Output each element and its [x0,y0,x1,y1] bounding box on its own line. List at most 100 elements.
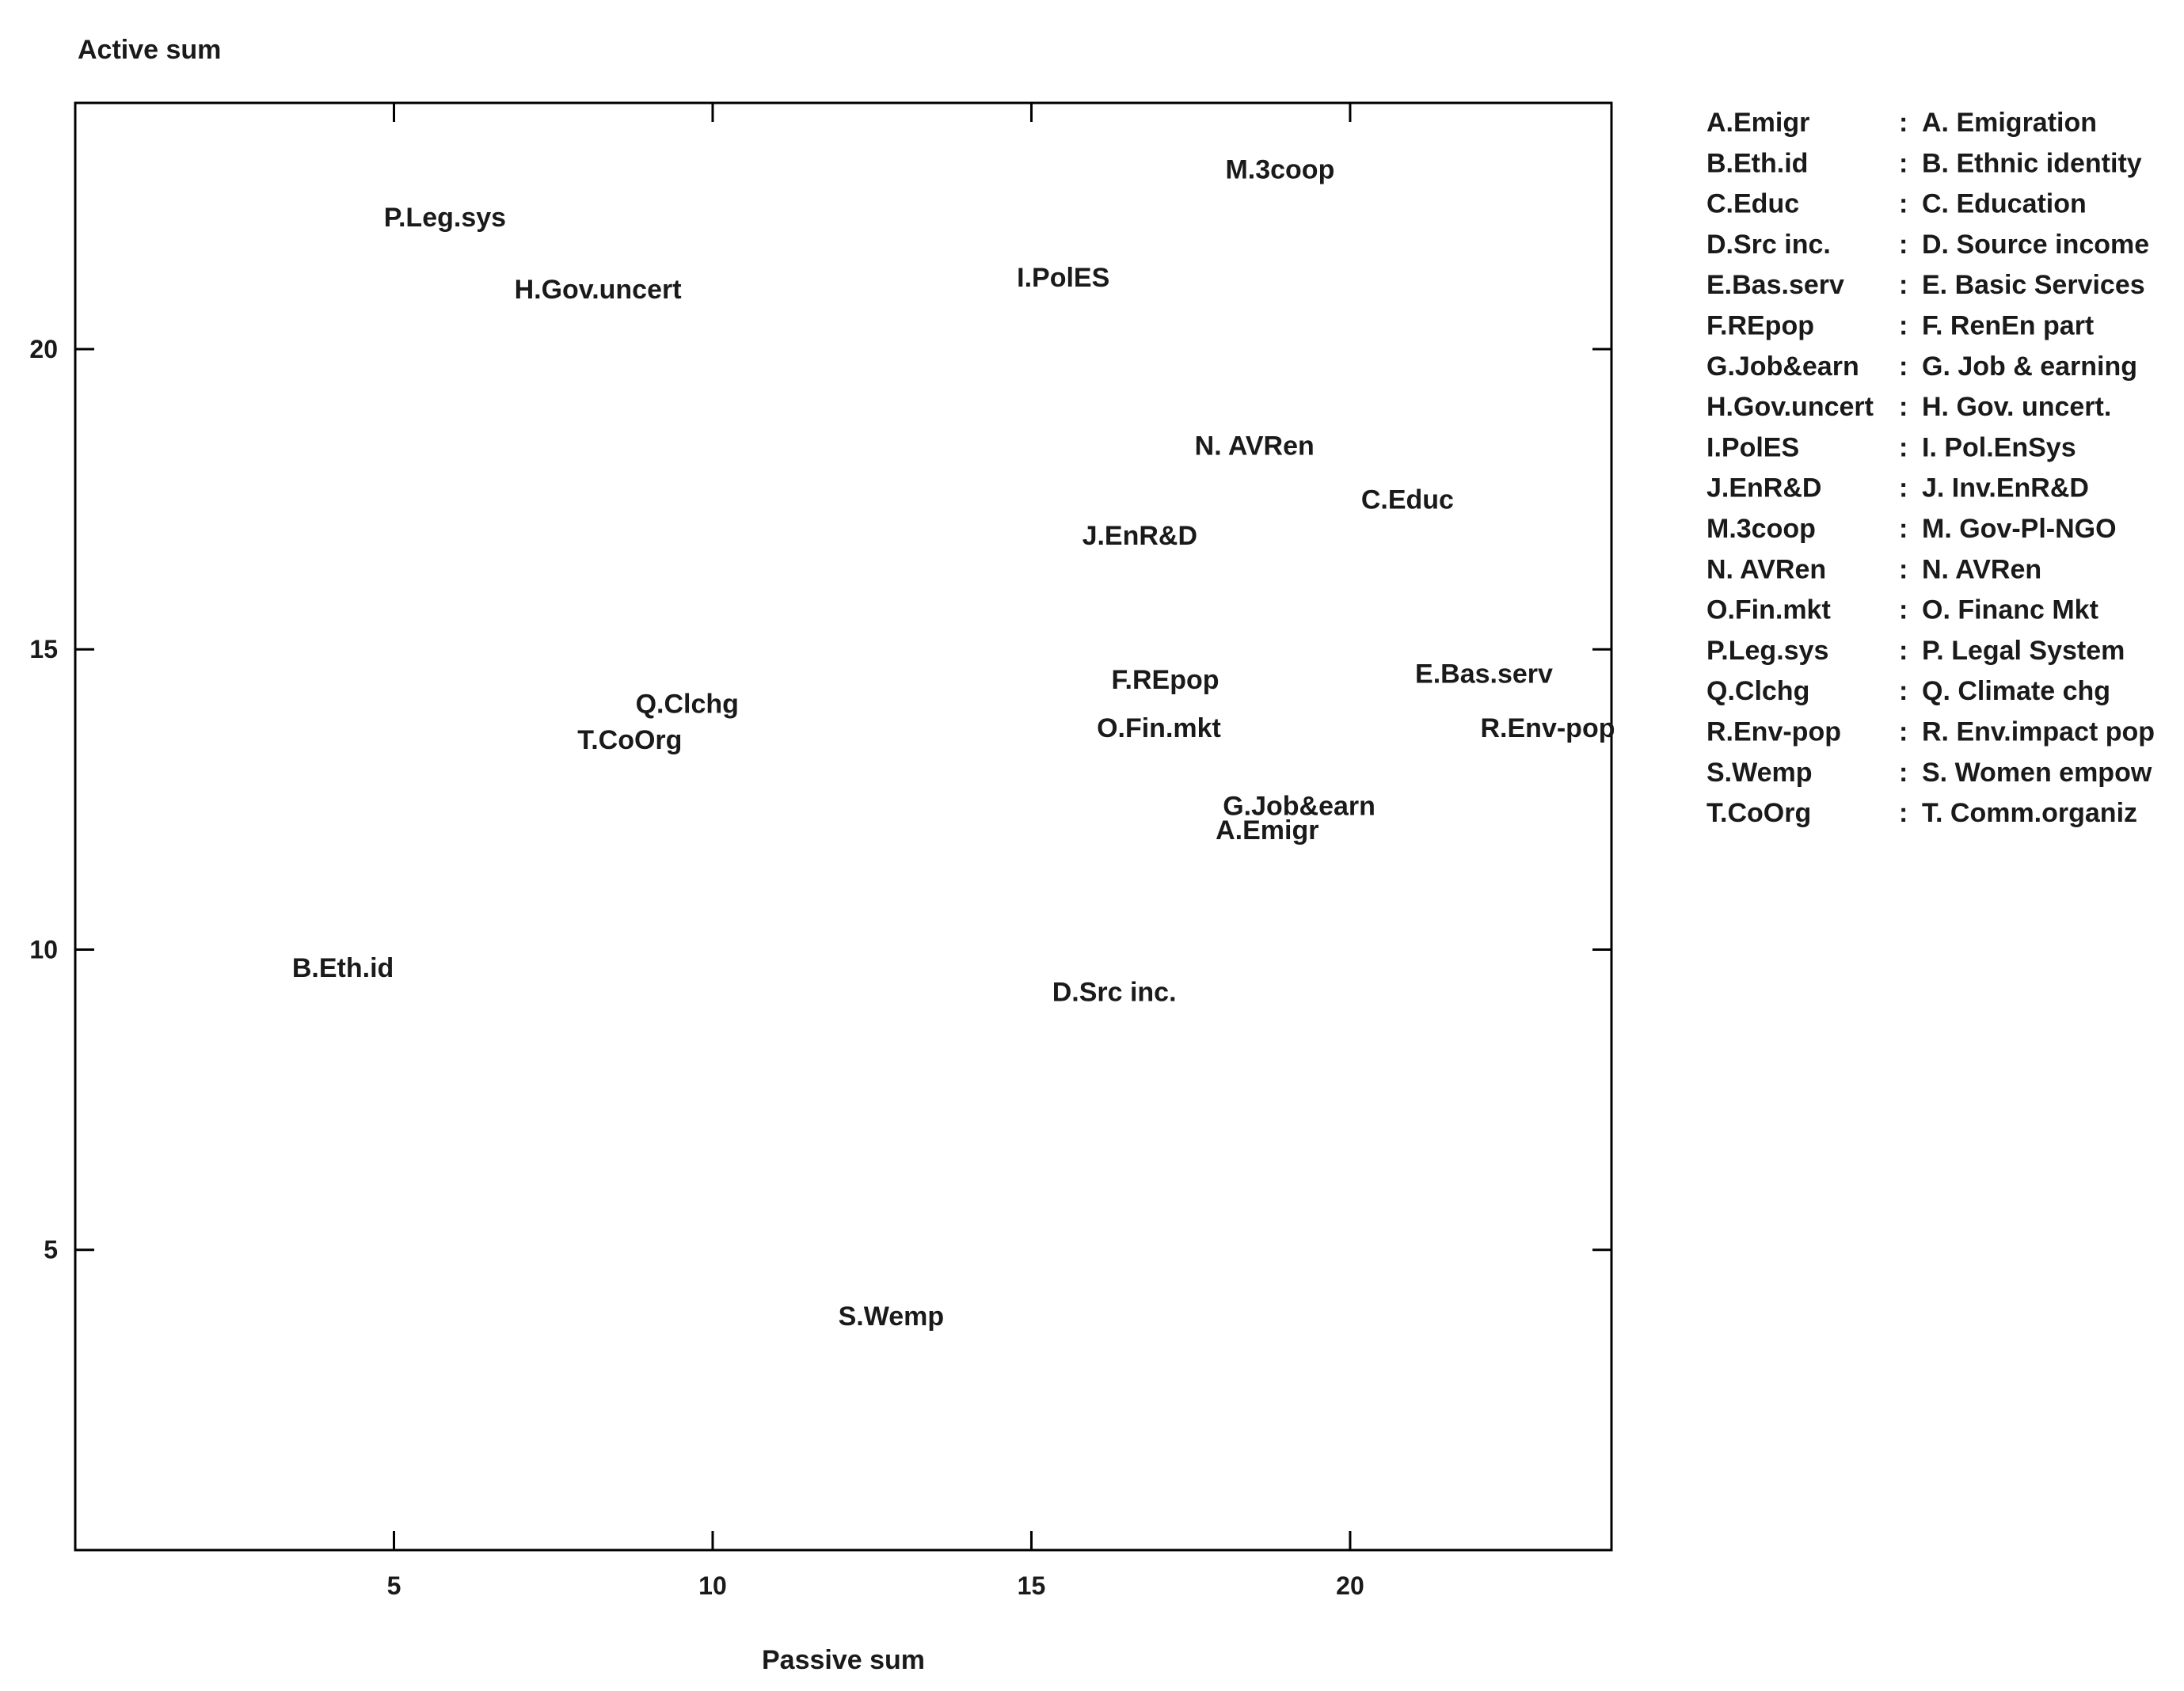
x-tick-label: 15 [1018,1571,1046,1600]
legend-code: Q.Clchg [1706,676,1809,706]
legend-code: I.PolES [1706,432,1799,462]
legend-name: E. Basic Services [1922,270,2145,300]
data-point-label: S.Wemp [839,1302,945,1332]
legend-name: I. Pol.EnSys [1922,432,2076,462]
legend-entry: N. AVRen: N. AVRen [1706,554,2041,584]
legend-separator: : [1899,230,1908,260]
data-point-label: O.Fin.mkt [1097,713,1221,743]
data-point-label: M.3coop [1225,154,1334,184]
data-point-label: B.Eth.id [292,953,394,983]
legend-separator: : [1899,636,1908,666]
legend-name: P. Legal System [1922,636,2125,666]
legend-name: F. RenEn part [1922,311,2094,341]
legend-entry: J.EnR&D: J. Inv.EnR&D [1706,473,2089,504]
data-point-label: G.Job&earn [1223,791,1375,821]
legend-name: O. Financ Mkt [1922,595,2098,625]
legend-entry: B.Eth.id: B. Ethnic identity [1706,148,2142,178]
legend-name: M. Gov-Pl-NGO [1922,514,2117,544]
legend-code: D.Src inc. [1706,230,1831,260]
legend-entry: Q.Clchg: Q. Climate chg [1706,676,2110,706]
legend-entry: T.CoOrg: T. Comm.organiz [1706,798,2137,828]
legend-name: N. AVRen [1922,554,2041,584]
legend-code: H.Gov.uncert [1706,392,1874,422]
legend-separator: : [1899,392,1908,422]
y-tick-label: 15 [29,635,58,663]
legend-entry: P.Leg.sys: P. Legal System [1706,636,2125,666]
legend-name: Q. Climate chg [1922,676,2110,706]
legend-code: B.Eth.id [1706,148,1808,178]
legend-name: B. Ethnic identity [1922,148,2142,178]
x-axis-label: Passive sum [762,1645,925,1675]
x-tick-label: 10 [698,1571,727,1600]
legend-separator: : [1899,595,1908,625]
legend-entry: D.Src inc.: D. Source income [1706,230,2149,260]
data-point-label: R.Env-pop [1481,713,1615,743]
data-point-label: E.Bas.serv [1415,659,1553,690]
legend-separator: : [1899,148,1908,178]
legend-code: F.REpop [1706,311,1814,341]
legend-separator: : [1899,108,1908,138]
legend-code: N. AVRen [1706,554,1826,584]
legend-name: T. Comm.organiz [1922,798,2137,828]
legend-code: A.Emigr [1706,108,1809,138]
legend-name: H. Gov. uncert. [1922,392,2111,422]
legend-entry: E.Bas.serv: E. Basic Services [1706,270,2145,300]
legend-code: J.EnR&D [1706,473,1821,504]
legend-code: C.Educ [1706,189,1799,219]
legend-separator: : [1899,432,1908,462]
legend-name: A. Emigration [1922,108,2097,138]
data-point-label: Q.Clchg [636,690,739,720]
legend-separator: : [1899,717,1908,747]
legend-entry: F.REpop: F. RenEn part [1706,311,2094,341]
x-tick-label: 20 [1336,1571,1364,1600]
legend-code: R.Env-pop [1706,717,1841,747]
y-tick-label: 10 [29,935,58,963]
legend-separator: : [1899,473,1908,504]
data-point-label: F.REpop [1112,665,1219,695]
legend-entry: A.Emigr: A. Emigration [1706,108,2097,138]
data-point-label: T.CoOrg [577,725,682,755]
legend-entry: C.Educ: C. Education [1706,189,2087,219]
legend-entry: O.Fin.mkt: O. Financ Mkt [1706,595,2098,625]
legend-name: J. Inv.EnR&D [1922,473,2089,504]
legend-entry: H.Gov.uncert: H. Gov. uncert. [1706,392,2111,422]
legend-separator: : [1899,352,1908,382]
legend-name: G. Job & earning [1922,352,2137,382]
legend-name: D. Source income [1922,230,2149,260]
legend-separator: : [1899,189,1908,219]
legend-entry: I.PolES: I. Pol.EnSys [1706,432,2076,462]
legend-code: E.Bas.serv [1706,270,1844,300]
legend-separator: : [1899,311,1908,341]
data-point-label: J.EnR&D [1082,521,1197,551]
legend-separator: : [1899,270,1908,300]
legend-separator: : [1899,514,1908,544]
data-point-label: N. AVRen [1195,431,1315,461]
legend-separator: : [1899,676,1908,706]
data-point-label: D.Src inc. [1052,978,1177,1008]
data-point-label: I.PolES [1017,263,1109,293]
plot-frame [74,101,1613,1552]
legend-code: M.3coop [1706,514,1816,544]
legend-code: P.Leg.sys [1706,636,1828,666]
legend-entry: R.Env-pop: R. Env.impact pop [1706,717,2155,747]
y-tick-label: 20 [29,335,58,363]
legend-code: G.Job&earn [1706,352,1859,382]
legend-separator: : [1899,798,1908,828]
y-axis-label: Active sum [78,35,221,65]
data-point-label: A.Emigr [1216,815,1318,846]
legend-entry: S.Wemp: S. Women empow [1706,758,2152,788]
legend-code: T.CoOrg [1706,798,1811,828]
legend-name: R. Env.impact pop [1922,717,2155,747]
legend-separator: : [1899,554,1908,584]
legend-code: S.Wemp [1706,758,1813,788]
y-tick-label: 5 [44,1236,58,1264]
data-point-label: P.Leg.sys [384,203,506,233]
legend-code: O.Fin.mkt [1706,595,1831,625]
legend-name: S. Women empow [1922,758,2152,788]
legend-name: C. Education [1922,189,2087,219]
data-point-label: C.Educ [1361,485,1454,515]
x-tick-label: 5 [387,1571,401,1600]
legend-entry: G.Job&earn: G. Job & earning [1706,352,2137,382]
